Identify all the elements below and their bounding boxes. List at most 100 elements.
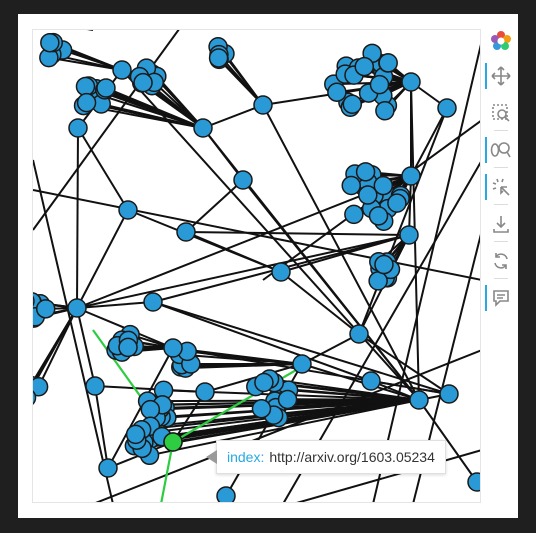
plot-toolbar <box>485 26 515 326</box>
graph-node[interactable] <box>439 384 459 404</box>
tap-icon[interactable] <box>488 174 514 200</box>
graph-node[interactable] <box>292 354 312 374</box>
tooltip-pointer <box>206 450 217 464</box>
graph-node[interactable] <box>354 56 375 77</box>
graph-node[interactable] <box>118 337 138 358</box>
graph-node[interactable] <box>193 118 213 138</box>
graph-node[interactable] <box>344 204 364 225</box>
graph-node[interactable] <box>375 100 395 121</box>
graph-node[interactable] <box>342 94 363 115</box>
graph-edge <box>76 127 79 309</box>
hover-icon[interactable] <box>488 285 514 311</box>
graph-edge <box>33 159 114 502</box>
box-zoom-icon[interactable] <box>488 100 514 126</box>
tap-active-indicator <box>485 174 487 200</box>
graph-node[interactable] <box>143 292 163 312</box>
graph-node[interactable] <box>133 72 153 93</box>
graph-edge <box>172 347 450 395</box>
graph-node[interactable] <box>208 48 229 68</box>
graph-node[interactable] <box>327 82 347 102</box>
graph-node[interactable] <box>341 175 361 196</box>
network-graph-svg[interactable] <box>33 30 481 503</box>
wheel-zoom-icon[interactable] <box>488 137 514 163</box>
graph-edge <box>202 104 264 129</box>
highlighted-edge <box>160 441 175 502</box>
graph-node[interactable] <box>75 76 96 97</box>
graph-node[interactable] <box>125 424 146 445</box>
graph-node[interactable] <box>85 376 105 396</box>
graph-node[interactable] <box>437 98 457 118</box>
graph-node[interactable] <box>176 222 196 242</box>
graph-node[interactable] <box>374 254 394 275</box>
graph-node[interactable] <box>409 390 429 410</box>
bokeh-logo-icon[interactable] <box>488 28 514 54</box>
graph-node[interactable] <box>68 118 88 138</box>
graph-edge <box>152 301 372 382</box>
reset-icon[interactable] <box>488 248 514 274</box>
graph-node[interactable] <box>401 72 421 92</box>
graph-edge <box>95 349 480 502</box>
graph-node[interactable] <box>195 382 215 402</box>
network-graph-canvas[interactable]: index: http://arxiv.org/1603.05234 <box>32 29 481 503</box>
graph-edge <box>77 127 129 211</box>
graph-node[interactable] <box>368 206 389 226</box>
wheel-zoom-active-indicator <box>485 137 487 163</box>
graph-node[interactable] <box>233 170 253 190</box>
graph-edge <box>121 69 420 401</box>
graph-edge <box>33 30 180 231</box>
graph-node[interactable] <box>98 458 118 478</box>
pan-active-indicator <box>485 63 487 89</box>
selected-node[interactable] <box>163 432 183 452</box>
graph-edge <box>76 209 129 309</box>
graph-node[interactable] <box>35 299 56 319</box>
hover-active-indicator <box>485 285 487 311</box>
graph-node[interactable] <box>33 292 35 310</box>
graph-edge <box>372 44 480 502</box>
graph-node[interactable] <box>378 53 398 73</box>
graph-node[interactable] <box>216 486 236 503</box>
graph-edge <box>105 87 204 129</box>
graph-node[interactable] <box>76 92 97 113</box>
graph-node[interactable] <box>163 338 183 358</box>
graph-node[interactable] <box>349 324 369 344</box>
graph-node[interactable] <box>112 60 132 80</box>
graph-node[interactable] <box>467 472 481 492</box>
graph-node[interactable] <box>140 399 161 420</box>
graph-plot-panel: index: http://arxiv.org/1603.05234 <box>18 14 518 518</box>
graph-node[interactable] <box>361 371 381 391</box>
graph-edge <box>280 271 360 335</box>
toolbar-separator <box>494 130 508 131</box>
graph-node[interactable] <box>40 32 60 53</box>
graph-node[interactable] <box>253 95 273 115</box>
graph-node[interactable] <box>373 175 394 196</box>
graph-edge <box>94 385 109 469</box>
graph-node[interactable] <box>251 398 272 419</box>
graph-node[interactable] <box>67 298 87 318</box>
graph-edge <box>107 347 174 469</box>
graph-node[interactable] <box>271 262 291 282</box>
graph-node[interactable] <box>277 389 298 410</box>
graph-node[interactable] <box>33 389 37 407</box>
graph-node[interactable] <box>118 200 138 220</box>
graph-node[interactable] <box>399 225 419 245</box>
graph-node[interactable] <box>358 185 378 205</box>
graph-edge <box>185 231 410 236</box>
tooltip-key: index: <box>227 449 265 465</box>
toolbar-separator <box>494 204 508 205</box>
graph-edge <box>358 107 448 335</box>
graph-node[interactable] <box>387 193 407 213</box>
graph-edge <box>296 449 480 502</box>
hover-tooltip: index: http://arxiv.org/1603.05234 <box>206 440 446 474</box>
graph-node[interactable] <box>401 166 421 186</box>
graph-node[interactable] <box>33 377 49 397</box>
save-icon[interactable] <box>488 211 514 237</box>
graph-node[interactable] <box>96 78 116 98</box>
pan-icon[interactable] <box>488 63 514 89</box>
tooltip-value: http://arxiv.org/1603.05234 <box>269 449 435 465</box>
graph-node[interactable] <box>369 74 390 95</box>
graph-node[interactable] <box>254 372 274 393</box>
graph-node[interactable] <box>368 271 388 291</box>
graph-node[interactable] <box>355 162 376 182</box>
graph-edge <box>152 301 450 395</box>
graph-edge <box>33 189 480 281</box>
